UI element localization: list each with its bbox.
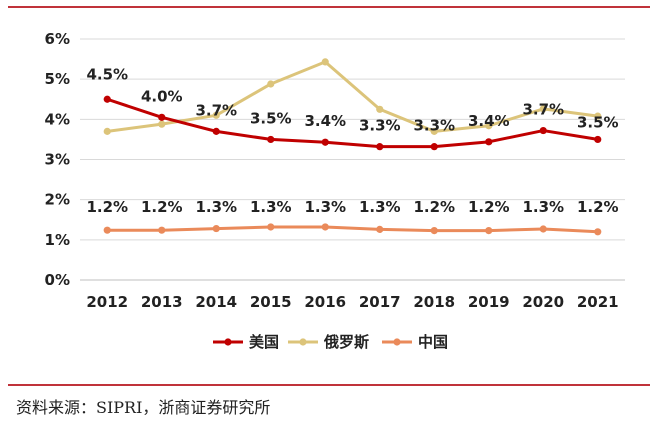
legend-marker	[393, 338, 401, 346]
data-point	[430, 127, 438, 135]
data-point	[485, 138, 493, 146]
y-tick-label: 0%	[45, 271, 70, 289]
data-label: 1.3%	[250, 198, 292, 216]
data-point	[594, 135, 602, 144]
data-label: 3.7%	[195, 101, 237, 119]
data-point	[376, 225, 384, 233]
data-point	[376, 105, 384, 113]
x-tick-label: 2012	[86, 293, 128, 311]
data-point	[212, 127, 220, 135]
data-label: 3.5%	[250, 109, 292, 127]
y-tick-label: 6%	[45, 30, 70, 48]
data-point	[539, 126, 547, 135]
data-point	[430, 143, 438, 151]
data-point	[539, 105, 547, 113]
data-label: 3.4%	[468, 112, 510, 130]
data-point	[103, 95, 111, 103]
data-label: 3.5%	[577, 113, 619, 131]
data-point	[158, 226, 166, 234]
legend-label: 中国	[418, 333, 448, 351]
series-line	[107, 225, 598, 234]
data-label: 4.5%	[86, 65, 128, 83]
data-point	[485, 122, 493, 130]
data-point	[103, 127, 111, 135]
data-label: 3.3%	[359, 117, 401, 135]
x-tick-label: 2021	[577, 293, 619, 311]
data-point	[594, 228, 602, 236]
data-label: 3.3%	[413, 117, 455, 135]
x-tick-label: 2013	[141, 293, 183, 311]
data-point	[103, 226, 111, 234]
data-point	[212, 224, 220, 233]
data-label: 4.0%	[141, 87, 183, 105]
y-tick-label: 5%	[45, 70, 70, 88]
data-point	[594, 112, 602, 120]
y-tick-label: 4%	[45, 110, 70, 128]
x-tick-label: 2020	[522, 293, 564, 311]
data-point	[376, 143, 384, 151]
data-label: 1.2%	[86, 198, 128, 216]
series-line	[106, 97, 598, 149]
series-line	[107, 60, 598, 133]
legend-marker	[299, 338, 307, 346]
grid-lines	[80, 38, 625, 281]
data-label: 3.7%	[522, 101, 564, 119]
data-point	[158, 113, 166, 121]
x-tick-label: 2018	[413, 293, 455, 311]
data-label: 3.4%	[304, 112, 346, 130]
bottom-rule	[8, 384, 650, 386]
legend-label: 俄罗斯	[323, 333, 369, 351]
line-chart: 0%1%2%3%4%5%6% 2012 2013 2014 2015 2016 2017 2…	[45, 30, 625, 351]
data-label: 1.3%	[359, 198, 401, 216]
legend-label: 美国	[249, 333, 279, 351]
x-tick-label: 2015	[250, 293, 292, 311]
data-label: 1.2%	[413, 198, 455, 216]
x-tick-label: 2016	[304, 293, 346, 311]
data-point	[212, 111, 220, 119]
y-tick-label: 3%	[45, 151, 70, 169]
x-tick-label: 2019	[468, 293, 510, 311]
data-point	[267, 135, 275, 144]
y-tick-label: 1%	[45, 231, 70, 249]
top-rule	[8, 6, 650, 8]
series-lines	[103, 58, 602, 236]
data-label: 1.2%	[141, 198, 183, 216]
data-point	[267, 80, 275, 88]
x-tick-label: 2014	[195, 293, 237, 311]
data-point	[321, 138, 329, 146]
source-note: 资料来源：SIPRI，浙商证券研究所	[16, 398, 271, 417]
data-point	[430, 226, 438, 235]
data-label: 1.2%	[468, 198, 510, 216]
data-point	[321, 223, 329, 231]
x-axis: 2012 2013 2014 2015 2016 2017 2018 2019 2020 2021	[86, 293, 618, 311]
data-label: 1.3%	[195, 198, 237, 216]
data-label: 1.2%	[577, 198, 619, 216]
y-tick-label: 2%	[45, 191, 70, 209]
data-label: 1.3%	[522, 198, 564, 216]
data-labels: 4.5% 4.0% 3.7% 3.5% 3.4% 3.3% 3.3% 3.4% 3.7% 3.5%…	[86, 65, 618, 216]
data-label: 1.3%	[304, 198, 346, 216]
data-point	[321, 58, 329, 66]
data-point	[158, 120, 166, 128]
legend-marker	[224, 338, 232, 346]
data-point	[539, 225, 547, 233]
legend: 美国 俄罗斯 中国	[213, 333, 448, 351]
data-point	[485, 226, 493, 235]
y-axis: 0% 1% 2% 3% 4% 5% 6%	[45, 30, 70, 289]
data-point	[267, 223, 275, 231]
x-tick-label: 2017	[359, 293, 401, 311]
